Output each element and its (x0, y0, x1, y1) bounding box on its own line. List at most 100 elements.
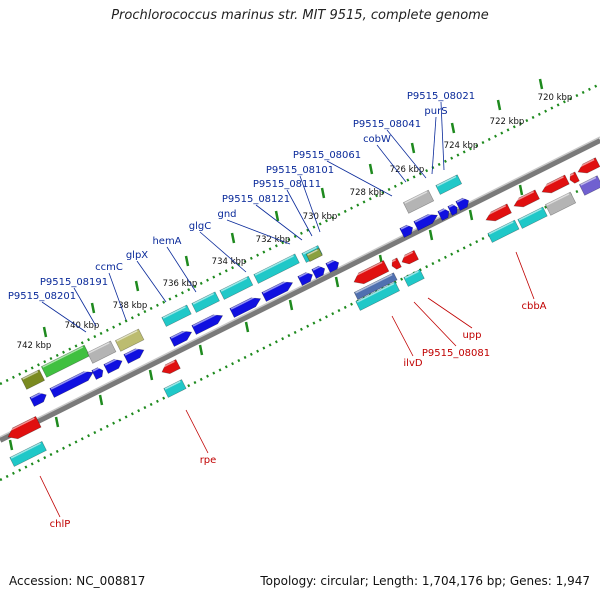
cds-forward[interactable] (103, 356, 125, 374)
gene-label-forward[interactable]: purS (424, 106, 447, 117)
minor-tick (288, 299, 294, 311)
cds-reverse[interactable] (512, 189, 540, 211)
gene-label-forward[interactable]: P9515_08101 (266, 165, 334, 176)
cds-forward[interactable] (261, 278, 295, 302)
cds-forward[interactable] (413, 211, 440, 231)
rna-feature[interactable] (355, 281, 400, 311)
minor-tick (334, 276, 340, 288)
rna-feature[interactable] (161, 304, 192, 327)
gene-block-purple[interactable] (578, 175, 600, 196)
gene-label-forward[interactable]: P9515_08201 (8, 291, 76, 302)
gene-label-reverse[interactable]: ilvD (403, 358, 422, 369)
cds-reverse[interactable] (390, 257, 402, 271)
gene-block-gray[interactable] (402, 189, 435, 214)
kbp-tick-label: 724 kbp (444, 141, 479, 151)
cds-forward[interactable] (311, 264, 327, 279)
gene-leader-line (166, 246, 197, 293)
gene-label-forward[interactable]: glgC (189, 221, 211, 232)
kbp-tick (538, 78, 544, 90)
cds-reverse[interactable] (351, 260, 390, 288)
rna-feature[interactable] (9, 441, 47, 467)
gene-leader-line (440, 101, 445, 171)
gene-leader-line (427, 297, 473, 329)
rna-feature[interactable] (219, 275, 254, 300)
gene-label-forward[interactable]: P9515_08061 (293, 150, 361, 161)
gene-block-steel[interactable] (353, 272, 398, 300)
gene-label-forward[interactable]: P9515_08021 (407, 91, 475, 102)
cds-reverse[interactable] (484, 203, 512, 225)
kbp-tick (230, 232, 236, 244)
gene-label-reverse[interactable]: upp (462, 330, 481, 341)
gene-label-forward[interactable]: gnd (217, 209, 236, 220)
cds-forward[interactable] (91, 366, 105, 380)
kbp-tick-label: 742 kbp (17, 341, 52, 351)
cds-forward[interactable] (399, 223, 415, 238)
minor-tick (428, 229, 434, 241)
kbp-tick (90, 302, 96, 314)
gene-label-forward[interactable]: hemA (152, 236, 181, 247)
gene-label-forward[interactable]: P9515_08111 (253, 179, 321, 190)
gene-leader-line (286, 189, 313, 237)
rna-feature[interactable] (517, 206, 548, 229)
gene-label-forward[interactable]: ccmC (95, 262, 123, 273)
gene-leader-line (391, 315, 414, 357)
gene-label-forward[interactable]: P9515_08121 (222, 194, 290, 205)
gene-label-reverse[interactable]: P9515_08081 (422, 348, 490, 359)
gene-label-reverse[interactable]: rpe (200, 455, 217, 466)
gene-label-forward[interactable]: cobW (363, 134, 391, 145)
gene-block-gray[interactable] (544, 191, 577, 216)
cds-forward[interactable] (29, 390, 49, 407)
kbp-tick-label: 738 kbp (113, 301, 148, 311)
minor-tick (8, 439, 14, 451)
cds-reverse[interactable] (400, 249, 419, 266)
gene-block-olive-green[interactable] (305, 247, 323, 262)
gene-block-gray[interactable] (86, 340, 117, 364)
kbp-tick (42, 326, 48, 338)
gene-leader-line (386, 129, 427, 179)
features-layer (5, 157, 600, 467)
gene-label-forward[interactable]: P9515_08191 (40, 277, 108, 288)
gene-label-forward[interactable]: glpX (126, 250, 148, 261)
rna-feature[interactable] (253, 253, 300, 284)
gene-leader-line (199, 231, 247, 273)
gene-leader-line (185, 409, 209, 454)
cds-reverse[interactable] (540, 174, 570, 196)
rna-feature[interactable] (403, 269, 425, 287)
cds-forward[interactable] (447, 203, 460, 216)
kbp-tick (368, 163, 374, 175)
cds-reverse[interactable] (160, 359, 181, 376)
rna-feature[interactable] (191, 291, 220, 313)
gene-label-reverse[interactable]: cbbA (521, 301, 546, 312)
gene-leader-line (413, 301, 457, 347)
gene-leader-line (326, 160, 393, 197)
cds-reverse[interactable] (568, 171, 580, 185)
gene-label-reverse[interactable]: chlP (50, 519, 71, 530)
rna-feature[interactable] (487, 219, 520, 243)
cds-forward[interactable] (191, 311, 225, 335)
cds-forward[interactable] (437, 207, 451, 221)
map-title: Prochlorococcus marinus str. MIT 9515, c… (111, 8, 489, 23)
gene-block-olive-light[interactable] (114, 328, 145, 352)
kbp-tick-label: 736 kbp (163, 279, 198, 289)
kbp-tick-label: 734 kbp (212, 257, 247, 267)
cds-forward[interactable] (169, 328, 194, 347)
gene-leader-line (255, 204, 303, 241)
cds-forward[interactable] (123, 346, 146, 364)
gene-label-forward[interactable]: P9515_08041 (353, 119, 421, 130)
kbp-tick (134, 280, 140, 292)
cds-forward[interactable] (49, 368, 96, 398)
cds-forward[interactable] (325, 258, 341, 273)
cds-reverse[interactable] (576, 157, 600, 177)
rna-feature[interactable] (435, 174, 463, 195)
minor-tick (244, 321, 250, 333)
gene-leader-line (299, 175, 321, 233)
cds-forward[interactable] (229, 294, 263, 318)
cds-reverse[interactable] (5, 416, 42, 442)
cds-forward[interactable] (297, 270, 315, 286)
rna-feature[interactable] (163, 379, 187, 398)
gene-leader-line (39, 475, 61, 518)
gene-block-olive[interactable] (20, 369, 45, 390)
gene-leader-line (136, 260, 167, 303)
cds-forward[interactable] (455, 196, 471, 211)
